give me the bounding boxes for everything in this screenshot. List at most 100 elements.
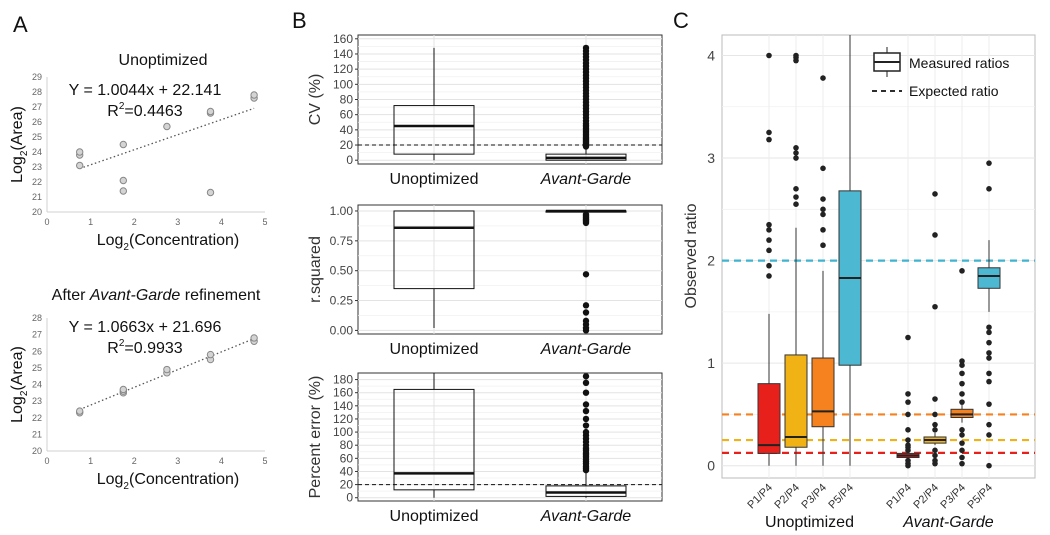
- category-label: Unoptimized: [390, 341, 479, 358]
- y-tick-label: 20: [340, 138, 354, 152]
- y-tick-label: 20: [32, 446, 42, 456]
- outlier-point: [986, 432, 992, 438]
- outlier-point: [959, 362, 965, 368]
- ylabel-subscript: 2: [19, 150, 30, 156]
- x-tick-label: P1/P4: [884, 482, 914, 512]
- y-tick-label: 25: [32, 132, 42, 142]
- outlier-point: [986, 160, 992, 166]
- r-squared-label: R2=0.9933: [107, 338, 183, 357]
- y-axis-label: Log2(Area): [9, 106, 30, 183]
- outlier-point: [820, 206, 826, 213]
- y-axis-label: CV (%): [307, 74, 324, 126]
- x-tick-label: 3: [175, 217, 180, 227]
- x-tick-label: 0: [44, 217, 49, 227]
- y-tick-label: 160: [333, 386, 353, 400]
- outlier-point: [820, 242, 826, 249]
- outlier-point: [793, 150, 799, 156]
- chart-title: After Avant-Garde refinement: [52, 287, 261, 304]
- data-point: [206, 107, 215, 116]
- y-tick-label: 80: [340, 438, 354, 452]
- ratio-box: [977, 160, 1001, 469]
- x-tick-label: P1/P4: [745, 482, 775, 512]
- title-italic: Avant-Garde: [89, 287, 181, 304]
- r2-value: =0.9933: [124, 340, 182, 357]
- outlier-point: [766, 262, 772, 269]
- y-tick-label: 0.25: [330, 294, 354, 308]
- outlier-point: [959, 454, 965, 461]
- y-tick-label: 100: [333, 77, 353, 91]
- outlier-point: [932, 191, 938, 197]
- y-tick-label: 140: [333, 47, 353, 61]
- y-tick-label: 60: [340, 451, 354, 465]
- iqr-box: [757, 383, 781, 454]
- outlier-point: [932, 396, 938, 402]
- outlier-point: [820, 211, 826, 218]
- outlier-point: [793, 52, 799, 59]
- outlier-point: [986, 462, 992, 469]
- y-tick-label: 0: [707, 458, 715, 474]
- iqr-box: [811, 357, 835, 428]
- outlier-point: [793, 201, 799, 208]
- category-label: Avant-Garde: [540, 341, 632, 358]
- category-label: Avant-Garde: [540, 171, 632, 188]
- plot-frame: [357, 372, 663, 502]
- y-tick-label: 28: [32, 87, 42, 97]
- title-prefix: After: [52, 287, 90, 304]
- outlier-point: [932, 447, 938, 454]
- y-tick-label: 0.50: [330, 264, 354, 278]
- data-point: [76, 161, 84, 170]
- outlier-point: [582, 211, 590, 218]
- outlier-point: [986, 329, 992, 336]
- box-avant-garde: [545, 209, 627, 334]
- category-label: Unoptimized: [390, 171, 479, 188]
- y-tick-label: 0: [346, 153, 353, 167]
- outlier-point: [582, 327, 590, 334]
- y-tick-label: 4: [707, 48, 715, 64]
- xlabel-rest: (Concentration): [129, 471, 239, 488]
- x-tick-label: 3: [175, 456, 180, 466]
- outlier-point: [959, 380, 965, 387]
- outlier-point: [582, 389, 590, 396]
- outlier-point: [986, 339, 992, 346]
- x-axis-label: Log2(Concentration): [97, 232, 240, 253]
- outlier-point: [905, 457, 911, 464]
- outlier-point: [582, 428, 590, 436]
- outlier-point: [905, 442, 911, 448]
- y-tick-label: 120: [333, 62, 353, 76]
- outlier-point: [820, 227, 826, 233]
- x-tick-label: 4: [219, 456, 224, 466]
- y-tick-label: 160: [333, 32, 353, 46]
- outlier-point: [766, 136, 772, 143]
- panel-label: C: [673, 8, 689, 33]
- y-axis-label: Observed ratio: [683, 203, 700, 308]
- data-point: [119, 187, 128, 195]
- y-tick-label: 3: [707, 150, 715, 166]
- r-squared-label: R2=0.4463: [107, 101, 183, 120]
- outlier-point: [986, 186, 992, 192]
- y-tick-label: 20: [340, 478, 354, 492]
- xlabel-subscript: 2: [123, 481, 129, 492]
- y-tick-label: 23: [32, 396, 42, 406]
- outlier-point: [959, 432, 965, 438]
- y-tick-label: 40: [340, 464, 354, 478]
- outlier-point: [766, 221, 772, 228]
- x-tick-label: 5: [262, 456, 267, 466]
- y-tick-label: 140: [333, 399, 353, 413]
- ylabel-rest: (Area): [9, 346, 26, 390]
- panel-label: B: [292, 8, 307, 33]
- y-tick-label: 24: [32, 147, 42, 157]
- r2-base: R: [107, 340, 119, 357]
- y-tick-label: 0.00: [330, 323, 354, 337]
- r2-base: R: [107, 103, 119, 120]
- outlier-point: [905, 399, 911, 405]
- x-tick-label: 0: [44, 456, 49, 466]
- data-point: [206, 188, 215, 197]
- data-point: [76, 148, 84, 156]
- outlier-point: [905, 391, 911, 397]
- y-tick-label: 22: [32, 177, 42, 187]
- outlier-point: [766, 247, 772, 254]
- iqr-box: [393, 105, 475, 155]
